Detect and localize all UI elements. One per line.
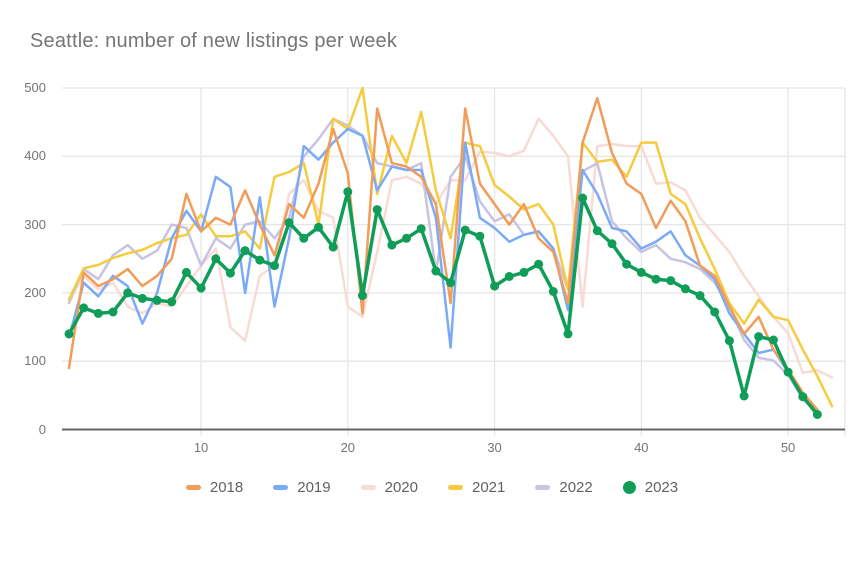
series-line-2022[interactable]	[67, 117, 819, 413]
x-tick-label: 30	[487, 439, 502, 455]
data-point-marker[interactable]	[108, 307, 118, 317]
legend-item-2020: 2020	[360, 479, 418, 496]
chart-legend: 2018 2019 2020 2021 2022 2023	[0, 479, 864, 496]
data-point-marker[interactable]	[812, 410, 822, 419]
y-tick-label: 0	[38, 421, 46, 437]
legend-label: 2021	[472, 479, 506, 496]
data-point-marker[interactable]	[490, 281, 500, 291]
data-point-marker[interactable]	[387, 240, 397, 250]
data-point-marker[interactable]	[783, 367, 793, 377]
legend-item-2018: 2018	[185, 479, 244, 496]
series-line-2018[interactable]	[67, 96, 819, 411]
y-tick-label: 300	[24, 216, 46, 232]
data-point-marker[interactable]	[123, 288, 133, 298]
y-tick-label: 400	[24, 148, 46, 164]
series-line-2021[interactable]	[67, 86, 834, 408]
legend-swatch-icon	[622, 481, 636, 494]
series-line-2019[interactable]	[67, 127, 819, 411]
data-point-marker[interactable]	[446, 278, 456, 288]
data-point-marker[interactable]	[328, 242, 338, 252]
data-point-marker[interactable]	[504, 272, 514, 281]
data-point-marker[interactable]	[666, 276, 676, 286]
legend-swatch-icon	[360, 485, 376, 490]
y-tick-label: 100	[24, 353, 46, 369]
data-point-marker[interactable]	[299, 233, 309, 243]
legend-label: 2020	[384, 479, 418, 496]
legend-label: 2022	[559, 479, 593, 496]
data-point-marker[interactable]	[563, 329, 573, 339]
legend-label: 2023	[644, 479, 679, 496]
data-point-marker[interactable]	[240, 246, 250, 256]
data-point-marker[interactable]	[798, 392, 808, 402]
data-point-marker[interactable]	[607, 239, 617, 249]
y-tick-label: 200	[24, 284, 46, 300]
data-point-marker[interactable]	[431, 266, 441, 276]
legend-swatch-icon	[535, 485, 551, 490]
data-point-marker[interactable]	[416, 224, 426, 234]
x-tick-label: 20	[340, 439, 356, 455]
data-point-marker[interactable]	[636, 267, 646, 277]
data-point-marker[interactable]	[578, 193, 588, 203]
data-point-marker[interactable]	[64, 329, 74, 339]
data-point-marker[interactable]	[739, 391, 749, 401]
x-tick-label: 50	[780, 439, 796, 455]
data-point-marker[interactable]	[622, 259, 632, 269]
data-point-marker[interactable]	[534, 259, 544, 269]
legend-swatch-icon	[185, 485, 201, 490]
data-point-marker[interactable]	[181, 267, 191, 277]
data-point-marker[interactable]	[402, 233, 411, 243]
data-point-marker[interactable]	[196, 283, 206, 293]
data-point-marker[interactable]	[137, 293, 147, 303]
data-point-marker[interactable]	[548, 287, 558, 296]
data-point-marker[interactable]	[695, 291, 705, 301]
legend-label: 2019	[297, 479, 331, 496]
data-point-marker[interactable]	[651, 274, 661, 284]
data-point-marker[interactable]	[768, 335, 778, 345]
x-tick-label: 10	[193, 439, 209, 455]
data-point-marker[interactable]	[519, 267, 529, 277]
data-point-marker[interactable]	[358, 291, 367, 301]
legend-item-2022: 2022	[535, 479, 593, 496]
data-point-marker[interactable]	[284, 218, 294, 228]
legend-label: 2018	[209, 479, 244, 496]
data-point-marker[interactable]	[724, 336, 734, 346]
data-point-marker[interactable]	[167, 297, 177, 307]
data-point-marker[interactable]	[93, 308, 103, 318]
legend-item-2019: 2019	[273, 479, 331, 496]
data-point-marker[interactable]	[152, 295, 162, 305]
data-point-marker[interactable]	[255, 255, 265, 265]
y-tick-label: 500	[24, 80, 46, 95]
legend-item-2021: 2021	[448, 479, 505, 496]
x-tick-label: 40	[634, 439, 649, 455]
data-point-marker[interactable]	[270, 261, 279, 271]
data-point-marker[interactable]	[754, 332, 764, 342]
series-markers-2023[interactable]	[64, 187, 822, 419]
data-point-marker[interactable]	[79, 303, 89, 313]
data-point-marker[interactable]	[211, 254, 221, 264]
data-point-marker[interactable]	[314, 222, 323, 232]
legend-item-2023: 2023	[622, 479, 679, 496]
data-point-marker[interactable]	[710, 307, 720, 317]
legend-swatch-icon	[448, 485, 463, 490]
series-line-2023[interactable]	[67, 190, 820, 417]
chart-title: Seattle: number of new listings per week	[30, 30, 398, 52]
data-point-marker[interactable]	[225, 268, 235, 278]
legend-swatch-icon	[273, 485, 289, 490]
data-point-marker[interactable]	[460, 225, 470, 235]
data-point-marker[interactable]	[680, 284, 690, 294]
data-point-marker[interactable]	[475, 231, 485, 241]
data-point-marker[interactable]	[343, 187, 353, 197]
data-point-marker[interactable]	[592, 226, 602, 236]
data-point-marker[interactable]	[372, 205, 382, 215]
chart-canvas[interactable]	[0, 0, 864, 470]
